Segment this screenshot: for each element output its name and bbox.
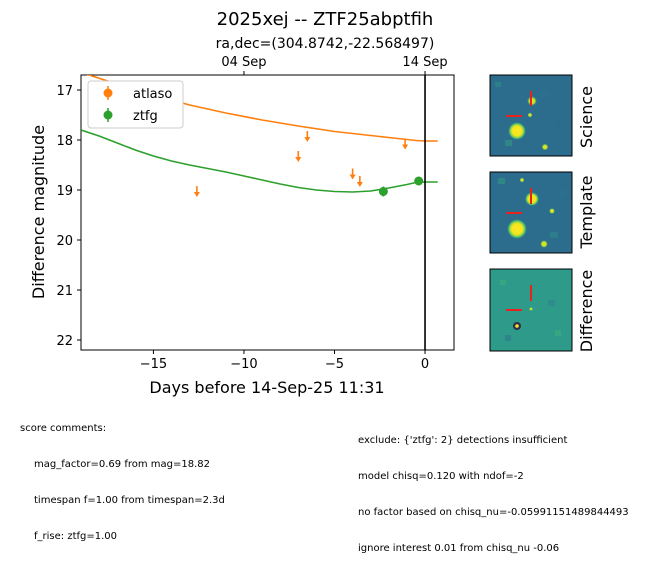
upper-limit-arrow bbox=[349, 168, 356, 180]
x-axis-label: Days before 14-Sep-25 11:31 bbox=[149, 378, 384, 397]
score-comment-line: mag_factor=0.69 from mag=18.82 bbox=[34, 459, 211, 470]
y-tick-label: 18 bbox=[56, 134, 73, 149]
legend-entry-atlaso: atlaso bbox=[103, 86, 172, 102]
legend-label-atlaso: atlaso bbox=[133, 87, 172, 102]
arrow-head bbox=[295, 157, 302, 162]
top-tick-label: 14 Sep bbox=[402, 55, 447, 70]
legend: atlaso ztfg bbox=[87, 80, 184, 129]
model-comment-line: exclude: {'ztfg': 2} detections insuffic… bbox=[358, 435, 568, 446]
y-tick-label: 19 bbox=[56, 184, 73, 199]
x-tick-label: −10 bbox=[230, 357, 257, 372]
data-point bbox=[414, 176, 424, 186]
upper-limit-arrow bbox=[193, 186, 200, 197]
lightcurve-figure: 2025xej -- ZTF25abptfih ra,dec=(304.8742… bbox=[29, 9, 596, 397]
data-point bbox=[378, 186, 388, 197]
chart-title: 2025xej -- ZTF25abptfih bbox=[217, 9, 434, 30]
x-tick-label: −15 bbox=[140, 357, 167, 372]
stamp-template bbox=[489, 171, 573, 254]
stamp-label-template: Template bbox=[577, 175, 596, 249]
stamp-label-science: Science bbox=[577, 86, 596, 148]
model-curve-ztfg bbox=[81, 129, 438, 193]
upper-limit-arrow bbox=[402, 138, 409, 150]
point-marker bbox=[414, 176, 424, 186]
score-comment-line: f_rise: ztfg=1.00 bbox=[34, 531, 118, 542]
axes: −15 −10 −5 0 17 18 19 20 21 22 04 Sep 14 Sep bbox=[56, 55, 447, 372]
y-tick-label: 22 bbox=[56, 334, 73, 349]
score-comments-heading: score comments: bbox=[20, 423, 107, 434]
y-axis-label: Difference magnitude bbox=[29, 125, 48, 299]
model-comment-line: no factor based on chisq_nu=-0.059911514… bbox=[358, 507, 629, 518]
legend-label-ztfg: ztfg bbox=[133, 109, 158, 124]
y-tick-label: 21 bbox=[56, 284, 73, 299]
arrow-head bbox=[402, 144, 409, 150]
model-comments: exclude: {'ztfg': 2} detections insuffic… bbox=[358, 411, 629, 567]
stamp-science bbox=[489, 74, 573, 157]
top-tick-label: 04 Sep bbox=[221, 55, 266, 70]
score-comment-line: timespan f=1.00 from timespan=2.3d bbox=[34, 495, 225, 506]
model-comment-line: ignore interest 0.01 from chisq_nu -0.06 bbox=[358, 543, 560, 554]
point-marker bbox=[378, 187, 388, 196]
legend-entry-ztfg: ztfg bbox=[103, 108, 158, 124]
stamp-difference bbox=[489, 268, 573, 352]
arrow-head bbox=[349, 174, 356, 180]
stamp-label-difference: Difference bbox=[577, 270, 596, 352]
upper-limit-arrow bbox=[304, 131, 311, 142]
score-comments: score comments: mag_factor=0.69 from mag… bbox=[20, 399, 225, 555]
y-tick-label: 20 bbox=[56, 234, 73, 249]
upper-limit-arrow bbox=[295, 151, 302, 162]
chart-subtitle: ra,dec=(304.8742,-22.568497) bbox=[216, 36, 435, 52]
x-tick-label: −5 bbox=[325, 357, 344, 372]
x-tick-label: 0 bbox=[421, 357, 429, 372]
arrow-head bbox=[193, 192, 200, 197]
upper-limit-arrow bbox=[356, 176, 363, 187]
arrow-head bbox=[356, 182, 363, 187]
arrow-head bbox=[304, 137, 311, 142]
data-marks bbox=[193, 131, 424, 197]
model-comment-line: model chisq=0.120 with ndof=-2 bbox=[358, 471, 524, 482]
y-tick-label: 17 bbox=[56, 84, 73, 99]
